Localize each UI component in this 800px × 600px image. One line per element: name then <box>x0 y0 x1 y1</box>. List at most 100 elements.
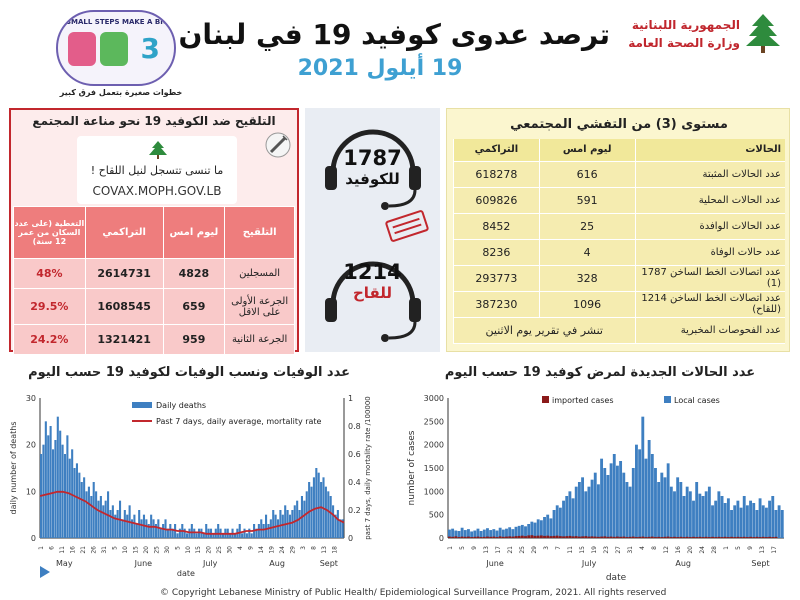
local-case-bar <box>574 486 578 538</box>
report-date: 19 أيلول 2021 <box>297 56 463 81</box>
local-case-bar <box>742 496 746 538</box>
row-label: عدد اتصالات الخط الساخن 1787 (1) <box>634 265 785 292</box>
x-tick-label: 16 <box>675 546 682 554</box>
imported-case-bar <box>726 537 730 538</box>
death-bar <box>248 528 251 538</box>
imported-case-bar <box>539 535 543 538</box>
local-case-bar <box>568 491 572 538</box>
imported-case-bar <box>543 535 546 538</box>
cases-table: الحالات ليوم امس التراكمي عدد الحالات ال… <box>453 139 785 344</box>
death-bar <box>257 524 260 538</box>
imported-case-bar <box>482 536 486 538</box>
imported-case-bar <box>635 537 638 538</box>
x-tick-label: 1 <box>38 546 45 550</box>
yesterday-value: 1096 <box>538 291 635 318</box>
play-icon[interactable] <box>40 566 50 578</box>
death-bar <box>176 533 179 538</box>
community-spread-panel: مستوى (3) من التفشي المجتمعي الحالات ليو… <box>446 108 790 352</box>
x-tick-label: 23 <box>603 546 610 554</box>
death-bar <box>267 524 270 538</box>
local-case-bar <box>587 486 591 538</box>
death-bar <box>47 435 50 538</box>
imported-case-bar <box>467 536 470 538</box>
local-case-bar <box>600 458 604 538</box>
row-label: عدد الحالات المثبتة <box>634 161 785 188</box>
death-bar <box>229 533 232 538</box>
page-title: ترصد عدوى كوفيد 19 في لبنان <box>178 18 610 51</box>
row-label: عدد الفحوصات المخبرية <box>634 317 785 344</box>
death-bar <box>188 528 191 538</box>
x-tick-label: 5 <box>174 546 181 550</box>
column-header: ليوم امس <box>162 206 226 259</box>
imported-case-bar <box>622 536 626 538</box>
imported-case-bar <box>625 537 629 538</box>
month-label: May <box>56 559 73 568</box>
y-tick-label: 0 <box>439 534 444 543</box>
legend-label-rate: Past 7 days, daily average, mortality ra… <box>156 417 322 426</box>
x-tick-label: 9 <box>471 546 478 550</box>
death-bar <box>71 449 74 538</box>
spread-level-title: مستوى (3) من التفشي المجتمعي <box>510 117 728 132</box>
campaign-slogan-en: SMALL STEPS MAKE A BIG IMPACT <box>66 18 174 26</box>
local-case-bar <box>711 505 714 538</box>
legend-swatch-local <box>664 396 671 403</box>
imported-case-bar <box>460 536 464 538</box>
local-case-bar <box>682 496 686 538</box>
local-case-bar <box>657 482 661 538</box>
local-case-bar <box>590 479 594 538</box>
death-bar <box>276 519 280 538</box>
death-bar <box>80 482 83 538</box>
imported-case-bar <box>638 536 642 538</box>
local-case-bar <box>552 510 556 538</box>
death-bar <box>109 510 112 538</box>
tests-note: تنشر في تقرير يوم الاثنين <box>453 317 635 344</box>
death-bar <box>315 468 318 538</box>
coverage-value: 24.2% <box>13 324 86 355</box>
x-tick-label: 20 <box>206 546 213 554</box>
local-case-bar <box>473 530 477 538</box>
local-case-bar <box>673 491 676 538</box>
local-case-bar <box>514 526 518 538</box>
death-bar <box>54 440 57 538</box>
yesterday-value: 591 <box>538 187 635 214</box>
column-header: ليوم امس <box>538 139 635 162</box>
death-bar <box>272 510 275 538</box>
coverage-value: 48% <box>13 258 86 289</box>
column-header: التغطية (على عدد السكان من عمر 12 سنة) <box>13 206 86 259</box>
imported-case-bar <box>755 536 759 538</box>
imported-case-bar <box>673 536 676 538</box>
yesterday-value: 328 <box>538 265 635 292</box>
y2-tick-label: 1 <box>348 394 353 403</box>
death-bar <box>186 533 189 538</box>
row-label: عدد حالات الوفاة <box>634 239 785 266</box>
x-tick-label: 17 <box>771 546 778 554</box>
imported-case-bar <box>628 536 632 538</box>
local-case-bar <box>707 486 711 538</box>
imported-case-bar <box>451 536 455 538</box>
local-case-bar <box>679 482 683 538</box>
yesterday-value: 959 <box>162 324 226 355</box>
registration-link[interactable]: COVAX.MOPH.GOV.LB <box>92 184 222 198</box>
deaths-chart-title: عدد الوفيات ونسب الوفيات لكوفيد 19 حسب ا… <box>28 365 350 380</box>
local-case-bar <box>476 528 480 538</box>
column-header: التراكمي <box>453 139 540 162</box>
death-bar <box>202 533 205 538</box>
death-bar <box>260 519 263 538</box>
campaign-slogan-ar: خطوات صغيرة بتعمل فرق كبير <box>59 88 183 97</box>
local-case-bar <box>714 500 718 538</box>
x-tick-label: 13 <box>759 546 766 554</box>
local-case-bar <box>752 503 756 538</box>
imported-case-bar <box>657 536 661 538</box>
death-bar <box>171 528 174 538</box>
imported-case-bar <box>463 536 467 538</box>
imported-case-bar <box>774 536 778 538</box>
local-case-bar <box>457 531 461 538</box>
x-tick-label: 4 <box>639 546 646 550</box>
death-bar <box>157 519 160 538</box>
local-case-bar <box>527 524 531 538</box>
local-case-bar <box>558 507 562 538</box>
death-bar <box>327 491 330 538</box>
x-tick-label: 3 <box>543 546 550 550</box>
death-bar <box>291 510 294 538</box>
x-tick-label: 7 <box>555 546 562 550</box>
